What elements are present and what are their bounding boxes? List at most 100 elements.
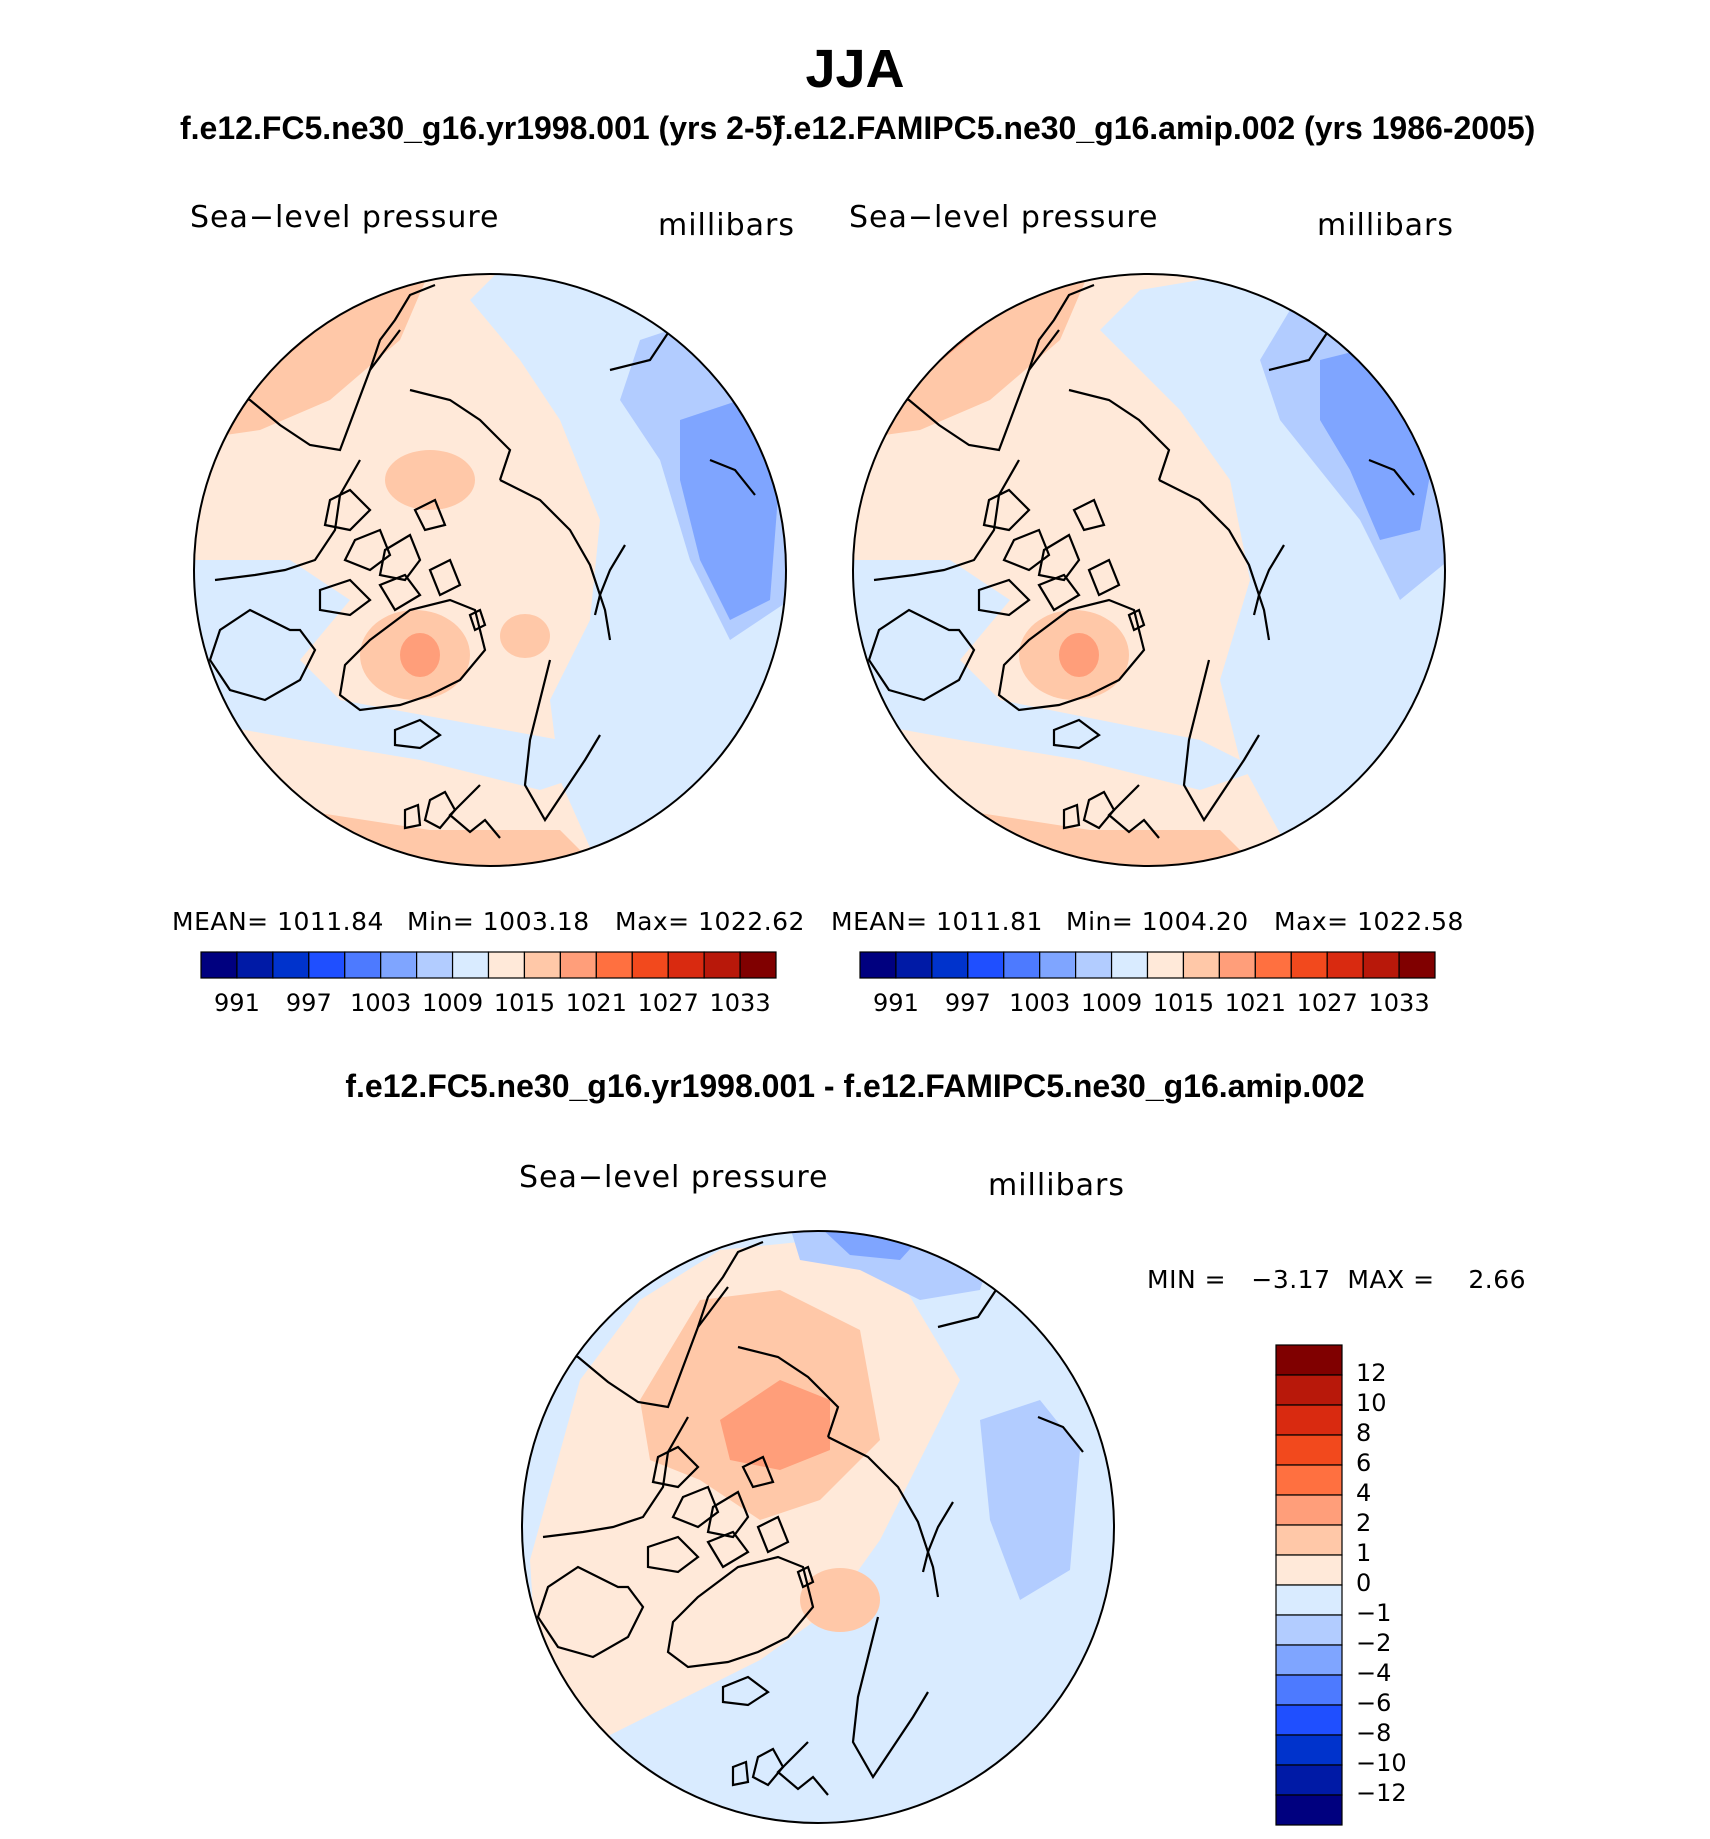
colorbar-cell — [236, 951, 274, 979]
left-max: Max= 1022.62 — [615, 907, 805, 936]
colorbar-tick-label: 997 — [286, 989, 332, 1017]
right-max: Max= 1022.58 — [1274, 907, 1464, 936]
left-units-label: millibars — [658, 208, 795, 243]
diff-map-border — [521, 1230, 1115, 1824]
colorbar-tick-label: 12 — [1356, 1359, 1387, 1387]
colorbar-cell — [1218, 951, 1256, 979]
colorbar-cell — [1146, 951, 1185, 979]
colorbar-cell — [1039, 951, 1077, 979]
colorbar-cell — [1275, 1554, 1343, 1586]
colorbar-cell — [595, 951, 633, 979]
colorbar-cell — [667, 951, 705, 979]
colorbar-tick-label: 1021 — [1225, 989, 1286, 1017]
colorbar-cell — [523, 951, 561, 979]
colorbar-tick-label: −12 — [1356, 1779, 1407, 1807]
colorbar-tick-label: 1009 — [422, 989, 483, 1017]
colorbar-cell — [1110, 951, 1149, 979]
colorbar-cell — [559, 951, 597, 979]
colorbar-tick-label: −6 — [1356, 1689, 1391, 1717]
colorbar-tick-label: 1015 — [1153, 989, 1214, 1017]
colorbar-cell — [1275, 1404, 1343, 1436]
diff-title: f.e12.FC5.ne30_g16.yr1998.001 - f.e12.FA… — [345, 1068, 1365, 1104]
colorbar-cell — [1003, 951, 1041, 979]
diff-units-label: millibars — [988, 1168, 1125, 1203]
right-min: Min= 1004.20 — [1066, 907, 1249, 936]
colorbar-tick-label: −8 — [1356, 1719, 1391, 1747]
colorbar-tick-label: 1033 — [1369, 989, 1430, 1017]
colorbar-tick-label: 1033 — [710, 989, 771, 1017]
colorbar-cell — [1275, 1614, 1343, 1646]
colorbar-cell — [1275, 1434, 1343, 1466]
colorbar-tick-label: 1 — [1356, 1539, 1371, 1567]
colorbar-cell — [1275, 1734, 1343, 1766]
left-map — [193, 273, 787, 867]
diff-map — [521, 1230, 1115, 1824]
colorbar-cell — [1290, 951, 1328, 979]
colorbar-cell — [1398, 951, 1436, 979]
diff-variable-label: Sea−level pressure — [519, 1160, 829, 1195]
colorbar-cell — [1075, 951, 1113, 979]
colorbar-tick-label: 2 — [1356, 1509, 1371, 1537]
colorbar-cell — [1362, 951, 1400, 979]
colorbar-tick-label: 8 — [1356, 1419, 1371, 1447]
colorbar-cell — [1275, 1494, 1343, 1526]
colorbar-tick-label: 4 — [1356, 1479, 1371, 1507]
left-colorbar: 991 997 1003 1009 1015 1021 1027 1033 — [200, 951, 777, 1017]
colorbar-cell — [1326, 951, 1364, 979]
colorbar-tick-label: 991 — [214, 989, 260, 1017]
colorbar-cell — [1275, 1764, 1343, 1796]
left-mean: MEAN= 1011.84 — [172, 907, 384, 936]
colorbar-tick-label: −10 — [1356, 1749, 1407, 1777]
colorbar-tick-label: −2 — [1356, 1629, 1391, 1657]
colorbar-cell — [931, 951, 969, 979]
colorbar-cell — [859, 951, 897, 979]
colorbar-tick-label: 1027 — [638, 989, 699, 1017]
colorbar-cell — [1254, 951, 1292, 979]
colorbar-cell — [1275, 1524, 1343, 1556]
case1-title: f.e12.FC5.ne30_g16.yr1998.001 (yrs 2-5) — [180, 110, 784, 146]
colorbar-tick-label: 1003 — [350, 989, 411, 1017]
colorbar-cell — [967, 951, 1005, 979]
right-mean: MEAN= 1011.81 — [831, 907, 1043, 936]
colorbar-cell — [416, 951, 454, 979]
colorbar-tick-label: 991 — [873, 989, 919, 1017]
right-map-border — [852, 273, 1446, 867]
diff-minmax: MIN = −3.17 MAX = 2.66 — [1147, 1265, 1527, 1294]
right-map — [852, 273, 1446, 867]
colorbar-tick-label: 6 — [1356, 1449, 1371, 1477]
left-min: Min= 1003.18 — [407, 907, 590, 936]
case2-title: f.e12.FAMIPC5.ne30_g16.amip.002 (yrs 198… — [774, 110, 1536, 146]
colorbar-cell — [1275, 1584, 1343, 1616]
left-map-border — [193, 273, 787, 867]
right-colorbar: 991 997 1003 1009 1015 1021 1027 1033 — [859, 951, 1436, 1017]
colorbar-tick-label: 1009 — [1081, 989, 1142, 1017]
colorbar-tick-label: −4 — [1356, 1659, 1391, 1687]
colorbar-cell — [631, 951, 669, 979]
colorbar-tick-label: 1003 — [1009, 989, 1070, 1017]
colorbar-cell — [1275, 1674, 1343, 1706]
figure-title: JJA — [805, 39, 905, 99]
colorbar-tick-label: −1 — [1356, 1599, 1391, 1627]
left-variable-label: Sea−level pressure — [190, 200, 500, 235]
colorbar-cell — [1182, 951, 1220, 979]
colorbar-cell — [1275, 1704, 1343, 1736]
colorbar-cell — [1275, 1794, 1343, 1826]
colorbar-cell — [1275, 1374, 1343, 1406]
colorbar-cell — [487, 951, 526, 979]
colorbar-cell — [272, 951, 310, 979]
colorbar-cell — [200, 951, 238, 979]
colorbar-cell — [451, 951, 490, 979]
colorbar-cell — [1275, 1344, 1343, 1376]
colorbar-tick-label: 10 — [1356, 1389, 1387, 1417]
colorbar-cell — [895, 951, 933, 979]
colorbar-cell — [1275, 1464, 1343, 1496]
colorbar-tick-label: 1027 — [1297, 989, 1358, 1017]
colorbar-cell — [1275, 1644, 1343, 1676]
colorbar-cell — [308, 951, 346, 979]
colorbar-tick-label: 997 — [945, 989, 991, 1017]
colorbar-tick-label: 1015 — [494, 989, 555, 1017]
colorbar-tick-label: 0 — [1356, 1569, 1371, 1597]
right-units-label: millibars — [1317, 208, 1454, 243]
colorbar-cell — [344, 951, 382, 979]
